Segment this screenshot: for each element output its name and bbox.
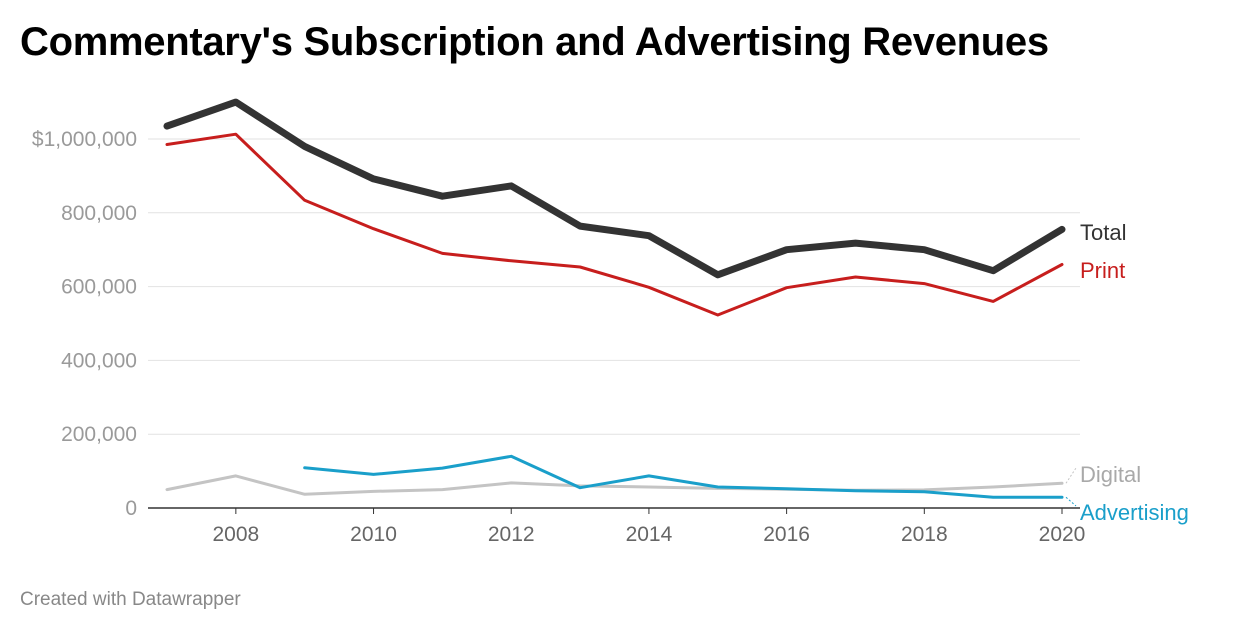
y-tick-label: $1,000,000 — [32, 128, 137, 151]
advertising-line — [303, 454, 1064, 499]
y-tick-label: 200,000 — [61, 423, 137, 446]
x-tick-label: 2008 — [212, 523, 259, 546]
x-axis-tick-labels: 2008 2010 2012 2014 2016 2018 2020 — [212, 508, 1085, 546]
y-tick-label: 400,000 — [61, 349, 137, 372]
print-series-label: Print — [1080, 258, 1125, 283]
y-tick-label: 800,000 — [61, 202, 137, 225]
x-tick-label: 2016 — [763, 523, 810, 546]
x-tick-label: 2020 — [1039, 523, 1086, 546]
y-axis-tick-labels: 0 200,000 400,000 600,000 800,000 $1,000,000 — [32, 128, 137, 520]
series-lines — [163, 98, 1066, 499]
digital-series-label: Digital — [1080, 462, 1141, 487]
gridlines — [148, 138, 1080, 509]
x-tick-label: 2010 — [350, 523, 397, 546]
total-series-label: Total — [1080, 220, 1126, 245]
chart-title: Commentary's Subscription and Advertisin… — [20, 20, 1049, 64]
x-tick-label: 2014 — [626, 523, 673, 546]
advertising-series-label: Advertising — [1080, 500, 1189, 525]
y-tick-label: 600,000 — [61, 276, 137, 299]
series-labels: Digital Advertising Print Total — [1065, 220, 1189, 525]
total-line — [163, 98, 1066, 279]
credit-footer: Created with Datawrapper — [20, 589, 241, 610]
digital-label-leader — [1065, 467, 1077, 484]
print-line — [165, 132, 1064, 317]
advertising-label-leader — [1065, 496, 1077, 507]
digital-line — [165, 474, 1064, 496]
x-tick-label: 2012 — [488, 523, 535, 546]
x-tick-label: 2018 — [901, 523, 948, 546]
y-tick-label: 0 — [125, 497, 137, 520]
